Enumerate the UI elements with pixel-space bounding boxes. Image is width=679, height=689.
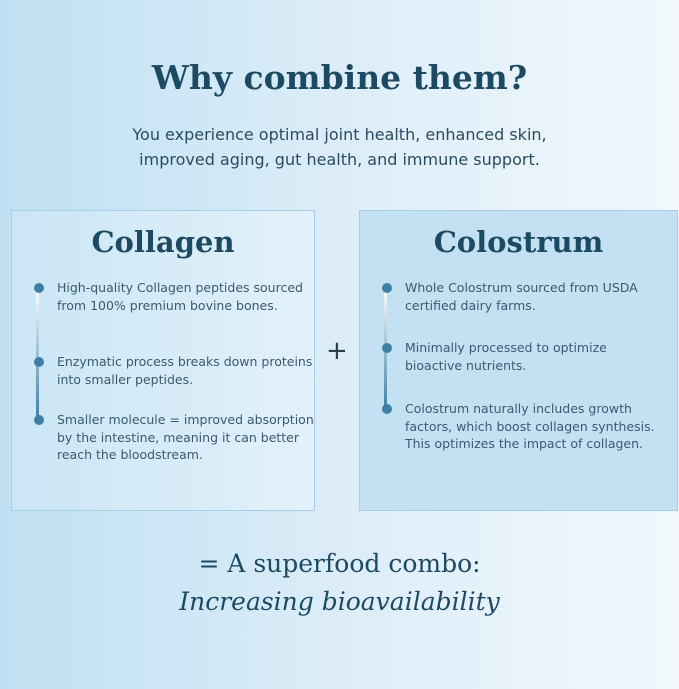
bullet-dot-icon: [34, 415, 44, 425]
subtitle: You experience optimal joint health, enh…: [0, 122, 679, 172]
list-item: Colostrum naturally includes growth fact…: [382, 400, 675, 453]
bullet-dot-icon: [382, 283, 392, 293]
list-item: Smaller molecule = improved absorption b…: [34, 411, 322, 464]
bullet-dot-icon: [382, 404, 392, 414]
result-tagline: Increasing bioavailability: [179, 587, 500, 616]
list-item: Enzymatic process breaks down proteins i…: [34, 353, 322, 388]
collagen-heading: Collagen: [91, 225, 235, 259]
result-line: = A superfood combo:: [198, 549, 481, 578]
item-text: Colostrum naturally includes growth fact…: [405, 401, 655, 451]
bullet-dot-icon: [382, 343, 392, 353]
colostrum-card: Colostrum Whole Colostrum sourced from U…: [359, 210, 678, 511]
bullet-dot-icon: [34, 283, 44, 293]
subtitle-line: You experience optimal joint health, enh…: [132, 125, 547, 144]
item-text: Minimally processed to optimize bioactiv…: [405, 340, 607, 373]
timeline-line: [36, 287, 39, 419]
subtitle-line: improved aging, gut health, and immune s…: [139, 150, 540, 169]
item-text: High-quality Collagen peptides sourced f…: [57, 280, 303, 313]
list-item: High-quality Collagen peptides sourced f…: [34, 279, 322, 314]
item-text: Smaller molecule = improved absorption b…: [57, 412, 314, 462]
page-title: Why combine them?: [151, 58, 528, 97]
item-text: Whole Colostrum sourced from USDA certif…: [405, 280, 638, 313]
colostrum-heading: Colostrum: [433, 225, 604, 259]
item-text: Enzymatic process breaks down proteins i…: [57, 354, 313, 387]
plus-icon: +: [326, 336, 348, 366]
list-item: Whole Colostrum sourced from USDA certif…: [382, 279, 675, 314]
bullet-dot-icon: [34, 357, 44, 367]
list-item: Minimally processed to optimize bioactiv…: [382, 339, 655, 374]
collagen-card: Collagen High-quality Collagen peptides …: [11, 210, 315, 511]
